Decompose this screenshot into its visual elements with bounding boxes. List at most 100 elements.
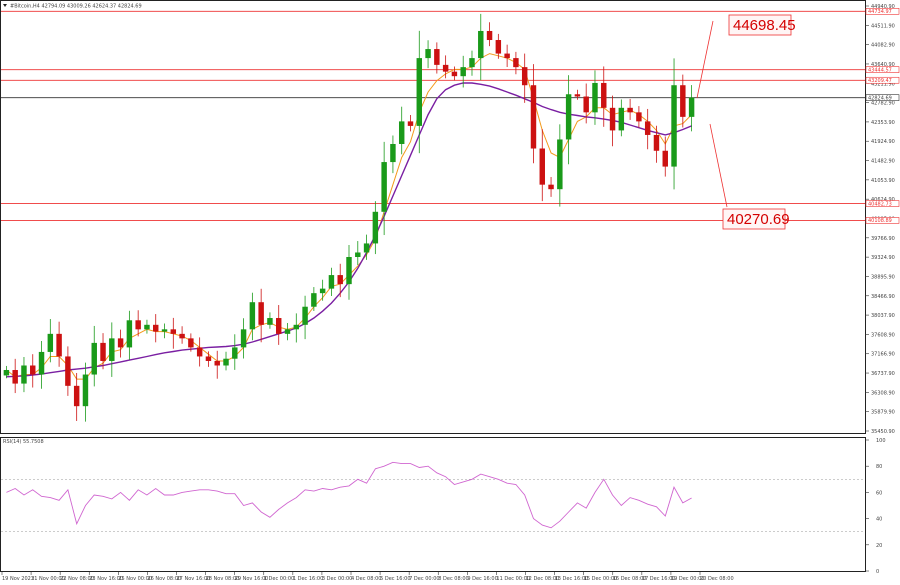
time-tick-label: 11 Dec 00:00 bbox=[496, 576, 530, 582]
time-tick-label: 22 Nov 08:00 bbox=[60, 576, 94, 582]
candle-bull bbox=[565, 94, 572, 140]
candle-bear bbox=[627, 107, 633, 113]
price-tick-label: 41924.90 bbox=[871, 139, 895, 145]
time-tick-label: 1 Dec 00:00 bbox=[264, 576, 294, 582]
candle-bull bbox=[249, 302, 256, 330]
time-tick-label: 13 Dec 16:00 bbox=[555, 576, 589, 582]
candle-bear bbox=[504, 53, 510, 59]
rsi-label: RSI(14) 55.7508 bbox=[3, 439, 44, 445]
candle-bull bbox=[398, 121, 405, 144]
time-tick-label: 19 Dec 00:00 bbox=[671, 576, 705, 582]
price-tick-label: 42782.90 bbox=[871, 101, 895, 107]
price-tick-label: 35879.90 bbox=[871, 410, 895, 416]
candle-bull bbox=[469, 58, 475, 68]
candle-bull bbox=[109, 338, 115, 361]
candle-bear bbox=[153, 324, 159, 332]
time-tick-label: 23 Nov 16:00 bbox=[89, 576, 123, 582]
candle-bull bbox=[688, 97, 695, 117]
price-tick-label: 42353.90 bbox=[871, 120, 895, 126]
candle-bear bbox=[205, 356, 212, 361]
level-price-label: 40108.89 bbox=[868, 218, 892, 224]
candle-bear bbox=[337, 275, 343, 285]
time-tick-label: 20 Dec 08:00 bbox=[700, 576, 734, 582]
time-tick-label: 4 Dec 08:00 bbox=[351, 576, 381, 582]
price-tick-label: 37608.90 bbox=[871, 332, 895, 338]
candle-bull bbox=[144, 324, 150, 330]
candle-bear bbox=[196, 347, 203, 357]
rsi-tick-label: 100 bbox=[876, 438, 886, 444]
dropdown-arrow-icon[interactable] bbox=[3, 4, 7, 7]
candle-bear bbox=[539, 148, 545, 185]
price-annotation-box bbox=[722, 208, 786, 230]
rsi-tick-label: 40 bbox=[876, 517, 882, 523]
time-tick-label: 26 Nov 08:00 bbox=[147, 576, 181, 582]
price-tick-label: 38466.90 bbox=[871, 294, 895, 300]
price-annotation: 44698.45 bbox=[733, 17, 796, 34]
level-price-box bbox=[865, 76, 900, 84]
candle-bull bbox=[284, 329, 291, 334]
candle-bull bbox=[293, 324, 300, 330]
candle-bear bbox=[451, 71, 458, 77]
level-price-label: 43444.57 bbox=[868, 67, 892, 73]
candle-bear bbox=[434, 49, 440, 65]
candle-bull bbox=[346, 256, 352, 285]
candle-bear bbox=[30, 365, 36, 375]
candle-bull bbox=[232, 347, 238, 359]
candle-bear bbox=[117, 338, 124, 348]
time-tick-label: 3 Dec 00:00 bbox=[322, 576, 352, 582]
annotation-connector bbox=[696, 20, 714, 99]
candle-bull bbox=[460, 67, 466, 77]
candle-bear bbox=[662, 150, 668, 167]
rsi-axis: 100 80 60 40 20 0 bbox=[865, 438, 886, 575]
time-tick-label: 15 Dec 00:00 bbox=[584, 576, 618, 582]
time-tick-label: 19 Nov 2023 bbox=[2, 576, 34, 582]
price-tick-label: 43211.90 bbox=[871, 81, 895, 87]
price-tick-label: 40624.90 bbox=[871, 197, 895, 203]
current-price-box bbox=[865, 94, 900, 101]
candle-bull bbox=[47, 333, 54, 352]
price-annotation: 40270.69 bbox=[727, 211, 790, 228]
rsi-tick-label: 20 bbox=[876, 543, 882, 549]
candle-bull bbox=[38, 351, 45, 375]
candle-bull bbox=[311, 293, 317, 307]
price-tick-label: 44511.90 bbox=[871, 23, 895, 29]
price-tick-label: 36737.90 bbox=[871, 371, 895, 377]
candle-bear bbox=[495, 40, 502, 54]
level-price-box bbox=[865, 66, 900, 73]
candle-bull bbox=[671, 85, 677, 167]
time-tick-label: 7 Dec 00:00 bbox=[409, 576, 439, 582]
header: #Bitcoin,H4 42794.09 43009.26 42624.37 4… bbox=[3, 4, 142, 445]
candle-bear bbox=[258, 302, 264, 325]
rsi-panel[interactable] bbox=[0, 437, 866, 572]
time-tick-label: 1 Dec 16:00 bbox=[293, 576, 323, 582]
price-axis: 44940.90 44511.90 44082.90 43640.90 43211.90… bbox=[865, 4, 900, 435]
candle-bull bbox=[161, 329, 168, 332]
candle-bull bbox=[381, 162, 387, 212]
price-tick-label: 41053.90 bbox=[871, 178, 895, 184]
level-annotations: 44698.45 40270.69 bbox=[696, 14, 796, 230]
candle-bear bbox=[644, 121, 651, 135]
candle-bear bbox=[583, 96, 589, 113]
candle-bull bbox=[390, 143, 396, 163]
candle-bear bbox=[170, 329, 177, 334]
time-tick-label: 12 Dec 08:00 bbox=[526, 576, 560, 582]
level-price-box bbox=[865, 8, 900, 15]
candle-bear bbox=[407, 121, 414, 126]
candle-bear bbox=[574, 94, 581, 97]
candle-bear bbox=[521, 67, 528, 86]
candle-bear bbox=[636, 112, 642, 122]
candle-bull bbox=[223, 358, 229, 366]
candle-bull bbox=[425, 49, 431, 59]
level-price-label: 40482.73 bbox=[868, 201, 892, 207]
candle-bull bbox=[267, 318, 273, 325]
time-tick-label: 25 Nov 00:00 bbox=[118, 576, 152, 582]
candle-bull bbox=[363, 243, 370, 253]
candle-bull bbox=[126, 320, 133, 348]
candle-bear bbox=[12, 370, 18, 384]
time-tick-label: 21 Nov 00:00 bbox=[31, 576, 65, 582]
candle-bear bbox=[653, 134, 660, 151]
price-annotation-box bbox=[728, 14, 792, 36]
price-panel[interactable] bbox=[0, 0, 866, 434]
price-tick-label: 39324.90 bbox=[871, 255, 895, 261]
